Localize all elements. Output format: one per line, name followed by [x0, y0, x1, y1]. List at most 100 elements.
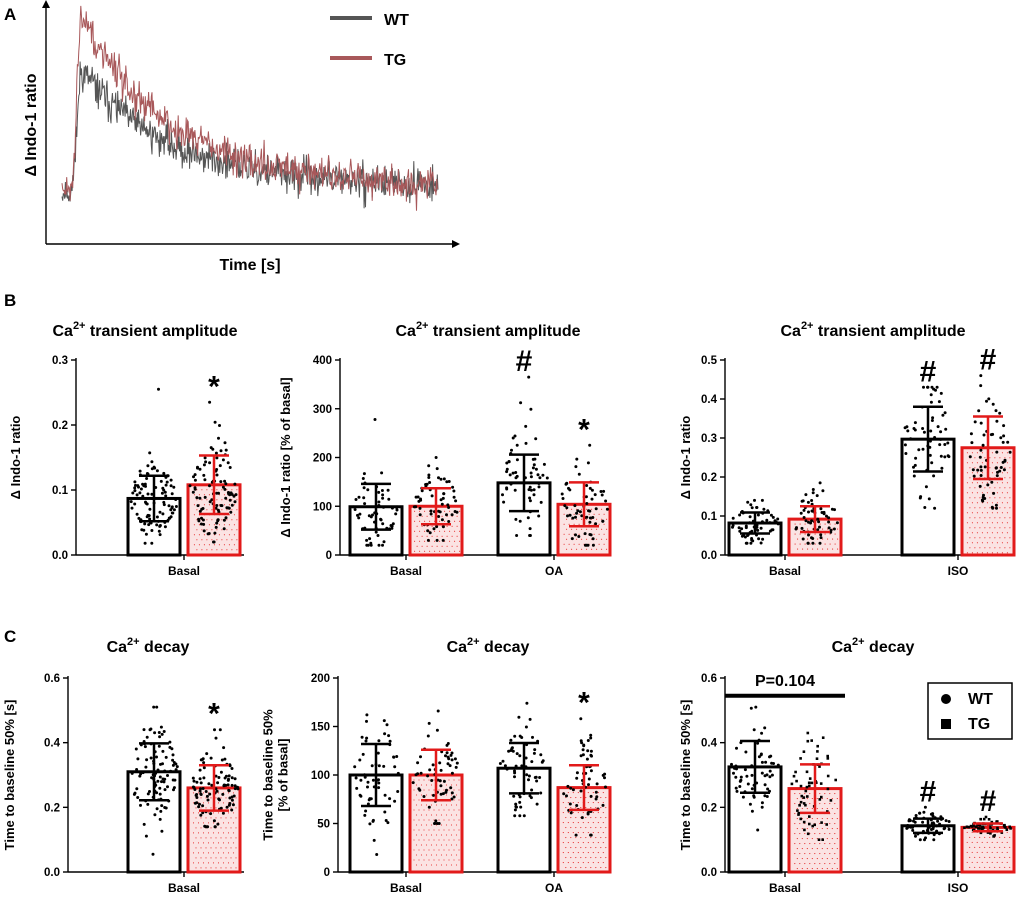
- data-point: [226, 461, 230, 465]
- data-point: [776, 763, 780, 767]
- data-point: [433, 822, 437, 825]
- data-point: [590, 488, 594, 492]
- bar-stipple: [585, 857, 587, 859]
- bar-stipple: [577, 812, 579, 814]
- bar-stipple: [984, 487, 986, 489]
- data-point: [802, 802, 806, 805]
- data-point: [524, 424, 528, 428]
- data-point: [995, 506, 998, 510]
- data-point: [994, 466, 998, 470]
- bar-stipple: [834, 853, 836, 855]
- bar-stipple: [420, 804, 423, 806]
- data-point: [411, 781, 415, 785]
- panel-label-a: A: [4, 5, 16, 24]
- data-point: [579, 754, 583, 758]
- data-point: [228, 466, 232, 469]
- data-point: [943, 411, 947, 415]
- bar-stipple: [430, 804, 433, 806]
- bar-stipple: [821, 808, 823, 810]
- bar-stipple: [581, 538, 583, 540]
- data-point: [575, 771, 579, 775]
- bar-stipple: [991, 522, 993, 524]
- significance-mark: #: [980, 785, 997, 818]
- data-point: [193, 486, 197, 490]
- data-point: [913, 428, 917, 432]
- bar-stipple: [230, 817, 232, 819]
- bar-stipple: [974, 836, 976, 838]
- bar-stipple: [193, 524, 195, 526]
- data-point: [947, 820, 951, 823]
- y-axis-label: Time to baseline 50% [s]: [678, 700, 693, 851]
- data-point: [146, 464, 150, 468]
- data-point: [351, 505, 355, 509]
- data-point: [586, 811, 590, 815]
- chart-title-sup: 2+: [801, 320, 814, 332]
- y-axis-label: Time to baseline 50% [s]: [2, 700, 17, 851]
- data-point: [133, 486, 137, 490]
- data-point: [933, 506, 937, 510]
- data-point: [426, 774, 430, 778]
- bar-stipple: [227, 822, 230, 824]
- data-point: [579, 739, 583, 743]
- data-point: [427, 473, 431, 477]
- bar-stipple: [999, 527, 1001, 529]
- data-point: [821, 838, 824, 841]
- data-point: [931, 827, 935, 831]
- data-point: [939, 454, 943, 458]
- bar-stipple: [804, 543, 806, 545]
- bar-stipple: [430, 854, 433, 856]
- data-point: [155, 705, 159, 709]
- bar-stipple: [1006, 522, 1008, 524]
- data-point: [589, 533, 593, 537]
- bar-stipple: [824, 533, 826, 535]
- bar-stipple: [212, 842, 215, 844]
- bar-stipple: [824, 823, 826, 825]
- data-point: [510, 746, 514, 750]
- data-point: [991, 402, 995, 406]
- bar-stipple: [567, 842, 569, 844]
- data-point: [233, 482, 237, 486]
- bar-stipple: [590, 827, 592, 829]
- data-point: [366, 780, 370, 784]
- bar-stipple: [425, 814, 428, 816]
- data-point: [158, 510, 162, 514]
- bar-stipple: [597, 862, 599, 864]
- data-point: [452, 489, 456, 493]
- data-point: [450, 797, 454, 801]
- bar-stipple: [829, 853, 831, 855]
- bar-stipple: [989, 497, 991, 499]
- bar-stipple: [430, 834, 433, 836]
- data-point: [929, 400, 933, 404]
- data-point: [981, 828, 984, 832]
- chart-title-sup: 2+: [852, 636, 865, 648]
- bar-stipple: [822, 528, 824, 530]
- data-point: [755, 506, 759, 509]
- data-point: [927, 497, 931, 501]
- data-point: [765, 518, 769, 522]
- data-point: [455, 510, 459, 514]
- data-point: [797, 811, 801, 815]
- bar-stipple: [580, 857, 582, 859]
- data-point: [921, 427, 925, 430]
- data-point: [513, 771, 517, 775]
- data-point: [439, 477, 443, 481]
- data-point: [731, 516, 735, 520]
- bar-stipple: [1009, 527, 1011, 529]
- data-point: [355, 786, 359, 790]
- data-point: [441, 496, 445, 500]
- bar-stipple: [966, 502, 968, 504]
- bar-stipple: [1004, 517, 1006, 519]
- data-point: [361, 477, 365, 480]
- bar-stipple: [590, 857, 592, 859]
- bar-stipple: [986, 512, 988, 514]
- data-point: [202, 463, 206, 467]
- data-point: [445, 480, 449, 484]
- data-point: [215, 521, 219, 525]
- bar-stipple: [430, 784, 433, 786]
- bar-stipple: [971, 492, 973, 494]
- bar-stipple: [984, 547, 986, 549]
- data-point: [435, 538, 439, 542]
- bar-stipple: [819, 793, 821, 795]
- bar-stipple: [981, 532, 983, 534]
- data-point: [794, 770, 797, 774]
